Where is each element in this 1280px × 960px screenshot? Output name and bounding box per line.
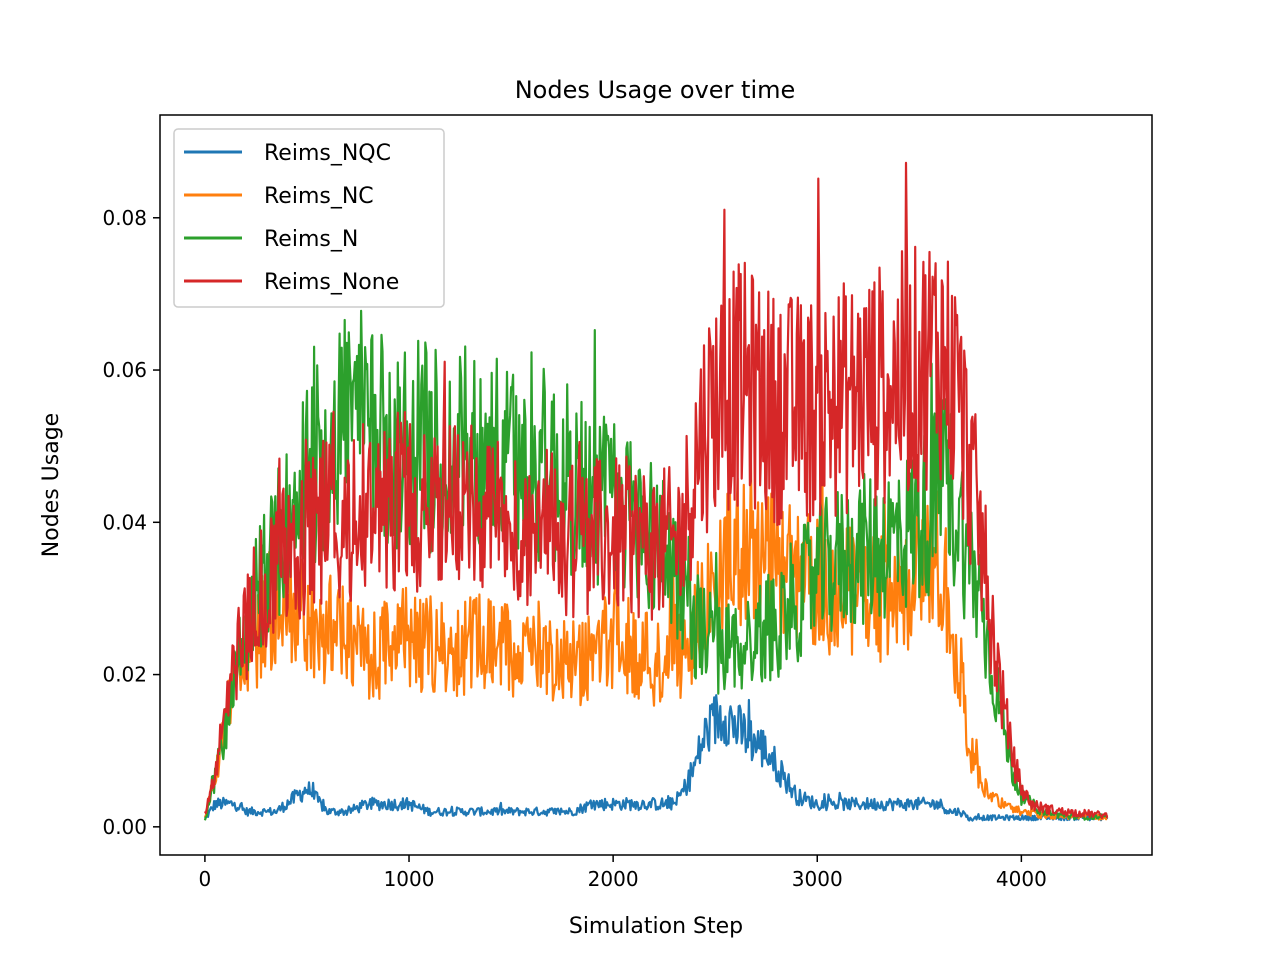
y-axis-title: Nodes Usage xyxy=(39,413,64,557)
legend-box xyxy=(173,128,445,308)
series-line-reims-none xyxy=(203,161,1109,820)
legend-label-reims-none: Reims_None xyxy=(264,270,399,295)
legend-label-reims-nc: Reims_NC xyxy=(264,184,374,209)
legend: Reims_NQC Reims_NC Reims_N Reims_None xyxy=(173,128,445,308)
x-tick-label: 1000 xyxy=(384,867,435,891)
y-tick-label: 0.06 xyxy=(102,358,147,382)
y-tick-label: 0.04 xyxy=(102,510,147,534)
x-tick-label: 3000 xyxy=(792,867,843,891)
x-axis: 0 1000 2000 3000 4000 xyxy=(199,855,1047,891)
series-layer xyxy=(203,161,1109,822)
legend-label-reims-n: Reims_N xyxy=(264,227,358,252)
x-axis-title: Simulation Step xyxy=(569,914,743,939)
plot-frame xyxy=(159,114,1153,856)
x-tick-label: 4000 xyxy=(996,867,1047,891)
y-tick-label: 0.02 xyxy=(102,663,147,687)
y-tick-label: 0.08 xyxy=(102,206,147,230)
y-tick-label: 0.00 xyxy=(102,815,147,839)
x-tick-label: 2000 xyxy=(588,867,639,891)
x-tick-label: 0 xyxy=(199,867,212,891)
legend-label-reims-nqc: Reims_NQC xyxy=(264,141,391,166)
chart-title: Nodes Usage over time xyxy=(515,76,796,104)
series-line-reims-nc xyxy=(203,415,1109,821)
series-line-reims-nqc xyxy=(203,694,1109,822)
y-axis: 0.00 0.02 0.04 0.06 0.08 xyxy=(102,206,160,839)
